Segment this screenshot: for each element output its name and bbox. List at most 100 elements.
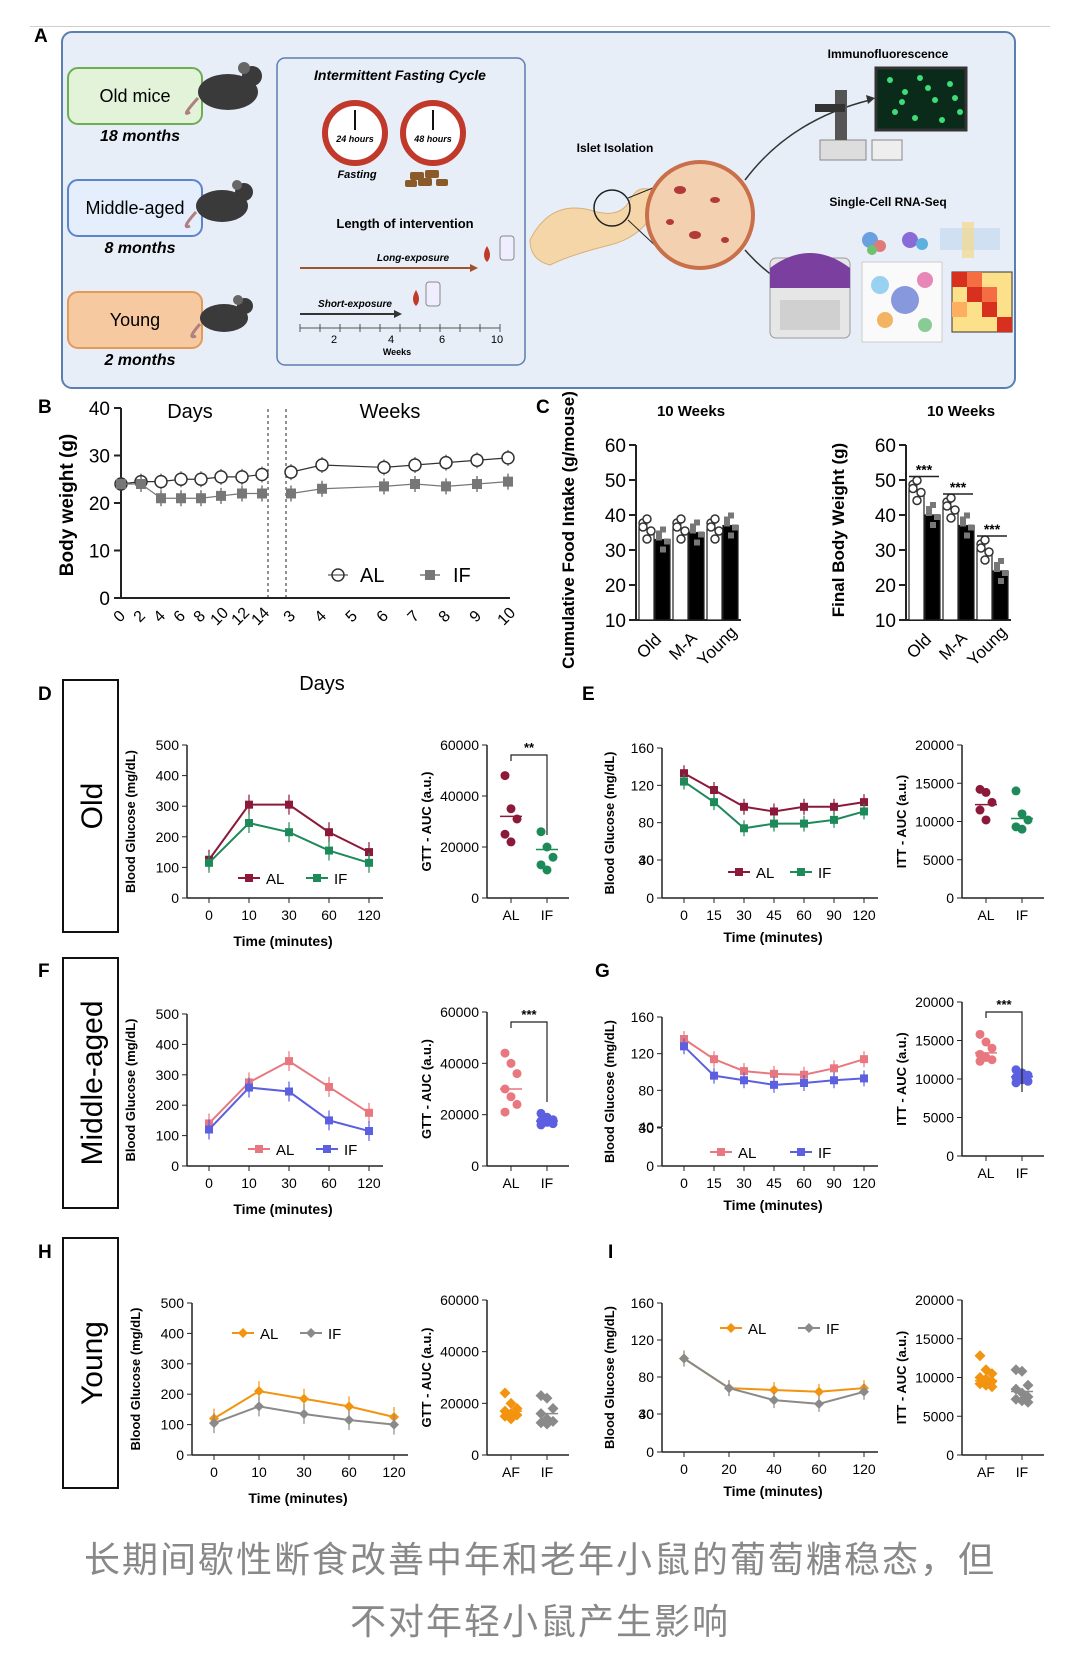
data-point — [536, 860, 546, 870]
clock-48-label: 48 hours — [413, 134, 452, 144]
panel-letter-D: D — [38, 684, 52, 705]
data-point — [998, 578, 1004, 584]
y-tick-label: 10 — [89, 542, 110, 563]
y-tick-label: 100 — [156, 859, 180, 875]
data-point — [642, 514, 652, 524]
bar — [924, 514, 941, 621]
data-point — [501, 451, 515, 465]
group-old-label: Old mice — [99, 86, 170, 106]
x-tick-label: 4 — [312, 608, 330, 626]
y-tick-label: 500 — [161, 1295, 185, 1311]
bar — [722, 524, 739, 621]
bar — [908, 489, 925, 621]
data-point — [770, 1069, 778, 1078]
x-tick-label: Old — [633, 630, 665, 662]
legend-label: IF — [826, 1321, 839, 1338]
data-point — [860, 807, 868, 816]
data-point — [770, 807, 778, 816]
x-tick-label: 20 — [721, 1461, 737, 1477]
data-point — [245, 819, 253, 828]
y-axis-label: ITT - AUC (a.u.) — [894, 775, 909, 868]
data-point — [470, 453, 484, 467]
data-point — [980, 555, 990, 565]
x-tick-label: 30 — [736, 907, 752, 923]
data-point — [926, 506, 932, 512]
islet-icon — [645, 160, 755, 270]
y-tick-label: 0 — [646, 1444, 654, 1460]
weeks-ticks — [299, 324, 501, 332]
y-tick-label: 0 — [171, 890, 179, 906]
chart-gtt-auc-old: 0 20000 40000 60000 GTT - AUC (a.u.) AL IF ** — [419, 737, 569, 923]
y-tick-label: 0 — [946, 890, 954, 906]
x-tick-label: 14 — [249, 604, 274, 629]
data-point — [664, 538, 670, 545]
y-tick-label: 40 — [638, 1406, 654, 1422]
y-tick-label: 160 — [631, 1295, 655, 1311]
data-point — [245, 1083, 253, 1092]
y-tick-label: 80 — [638, 1082, 654, 1098]
x-tick-label: 120 — [852, 1175, 876, 1191]
y-tick-label: 100 — [156, 1128, 180, 1144]
panel-letter-C: C — [536, 397, 550, 418]
x-tick-label: 60 — [321, 907, 337, 923]
legend-marker — [797, 1148, 805, 1156]
data-point — [325, 1116, 333, 1125]
top-divider — [30, 26, 1050, 27]
y-tick-label: 120 — [631, 1046, 655, 1062]
data-point — [541, 1418, 553, 1430]
mouse-icons — [184, 62, 262, 339]
data-point — [209, 1418, 219, 1429]
data-point — [365, 1108, 373, 1117]
title-weeks: Weeks — [360, 401, 421, 423]
legend-label: IF — [818, 865, 831, 882]
data-point — [960, 516, 966, 523]
data-point — [365, 848, 373, 857]
data-point — [285, 828, 293, 837]
legend-marker — [717, 1148, 725, 1156]
group-middle-label: Middle-aged — [85, 198, 184, 218]
data-point — [1017, 824, 1027, 834]
y-tick-label: 40000 — [440, 1055, 479, 1071]
data-point — [980, 535, 990, 545]
data-point — [315, 458, 329, 472]
data-point — [441, 481, 451, 492]
legend-marker — [804, 1323, 814, 1333]
y-tick-label: 20 — [875, 576, 896, 597]
y-tick-label: 40 — [638, 852, 654, 868]
umap-icon — [861, 261, 943, 343]
x-tick-label: 10 — [251, 1464, 267, 1480]
x-tick-label: 4 — [151, 608, 169, 626]
panel-letter-F: F — [38, 961, 50, 982]
data-point — [930, 502, 936, 508]
data-point — [1011, 786, 1021, 796]
y-tick-label: 30 — [638, 1406, 654, 1422]
y-tick-label: 40 — [875, 506, 896, 527]
x-tick-label: 0 — [111, 608, 129, 626]
data-point — [714, 526, 724, 536]
x-tick-label: 45 — [766, 907, 782, 923]
data-point — [680, 777, 688, 786]
legend-marker — [313, 874, 321, 882]
x-tick-label: 7 — [405, 608, 423, 626]
fasting-label: Fasting — [337, 169, 376, 181]
data-point — [986, 1368, 998, 1380]
data-point — [800, 802, 808, 811]
y-axis-label: Cumulative Food Intake (g/mouse) — [559, 391, 578, 669]
data-point — [975, 805, 985, 815]
x-tick-label: 120 — [852, 907, 876, 923]
row-label-old: Old — [76, 783, 109, 830]
data-point — [506, 1058, 516, 1068]
y-tick-label: 300 — [156, 1067, 180, 1083]
x-tick-label: AL — [502, 1175, 519, 1191]
x-tick-label: 120 — [382, 1464, 406, 1480]
sequencer-icon — [769, 253, 851, 339]
y-axis-label: GTT - AUC (a.u.) — [419, 1039, 434, 1139]
data-point — [740, 1076, 748, 1085]
data-point — [284, 465, 298, 479]
data-point — [505, 1413, 517, 1425]
chart-itt-old: 40 80 120 160 0 30 0 15 30 45 60 90 120 Time (minutes… — [602, 740, 878, 945]
legend-label: AL — [276, 1142, 294, 1159]
y-tick-label: 5000 — [923, 1110, 954, 1126]
data-point — [976, 543, 986, 553]
y-tick-label: 0 — [471, 1447, 479, 1463]
